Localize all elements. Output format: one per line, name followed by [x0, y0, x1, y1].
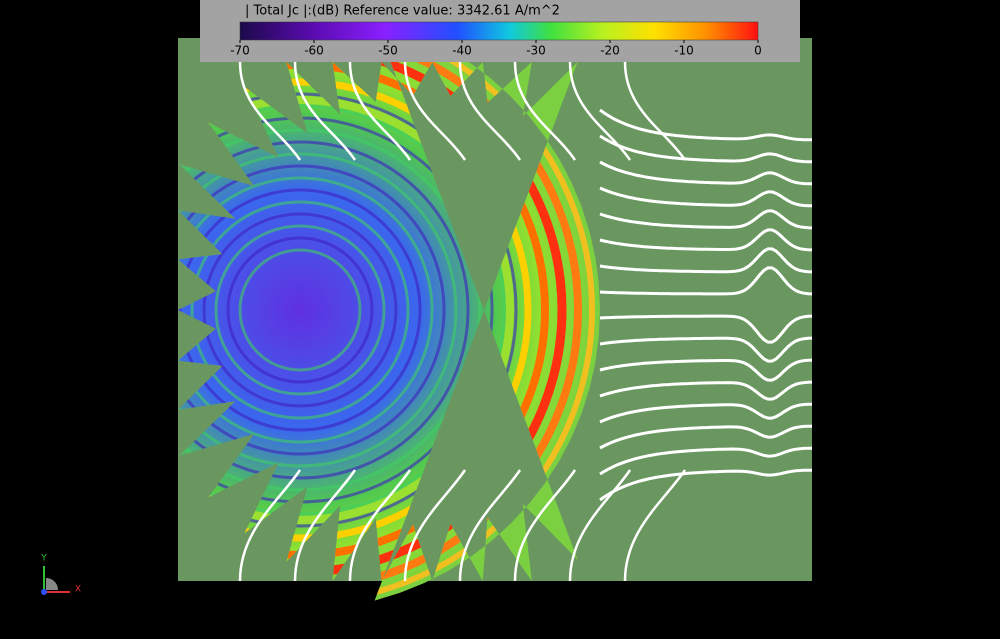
field-band	[178, 19, 595, 601]
contour-line	[513, 469, 577, 582]
contour-line	[293, 469, 357, 582]
contour-line	[599, 266, 813, 296]
contour-line	[599, 336, 813, 363]
axis-triad: Y X	[40, 554, 81, 595]
contour-line	[599, 160, 812, 186]
colorbar-tick-label: -60	[304, 44, 324, 58]
legend-title: | Total Jc |:(dB) Reference value: 3342.…	[245, 4, 560, 19]
contour-line	[403, 469, 467, 582]
contour-line	[568, 469, 632, 582]
field-ripple	[214, 224, 386, 396]
field-ripple	[178, 176, 434, 444]
field-ripple	[190, 200, 410, 420]
colorbar-tick-label: 0	[754, 44, 762, 58]
field-ripple	[178, 164, 446, 456]
contour-line	[599, 380, 813, 401]
contour-line	[599, 108, 812, 142]
contour-line	[458, 469, 522, 582]
contour-line	[568, 61, 632, 161]
contour-line	[403, 61, 467, 161]
contour-line	[623, 469, 687, 582]
contour-line	[599, 402, 813, 424]
contour-line	[238, 469, 302, 582]
colorbar	[239, 21, 759, 41]
contour-line	[599, 134, 812, 164]
contour-line	[348, 61, 412, 161]
colorbar-tick-label: -50	[378, 44, 398, 58]
field-ripple	[178, 152, 458, 468]
field-ripple	[178, 92, 518, 528]
contour-line	[599, 247, 813, 274]
colorbar-tick-label: -70	[230, 44, 250, 58]
contour-line	[599, 446, 812, 476]
field-ripple	[178, 128, 482, 492]
contour-line	[599, 186, 813, 208]
field-ripple	[238, 248, 362, 372]
axis-label-x: X	[75, 585, 81, 595]
contour-line	[458, 61, 522, 161]
contour-line	[513, 61, 577, 161]
contour-line	[599, 314, 813, 344]
field-ripple	[202, 212, 398, 408]
contour-line	[599, 209, 813, 230]
contour-line	[348, 469, 412, 582]
colorbar-tick-label: -40	[452, 44, 472, 58]
field-band	[178, 78, 532, 542]
colorbar-ticks: -70 -60 -50 -40 -30 -20 -10 0	[230, 40, 762, 58]
contour-line	[238, 61, 302, 161]
contour-line	[599, 468, 812, 502]
contour-line	[623, 61, 687, 161]
field-ripple	[226, 236, 374, 384]
field-region	[178, 19, 600, 601]
contour-line	[599, 228, 813, 252]
field-ripple	[178, 104, 506, 516]
contour-line	[293, 61, 357, 161]
field-band	[178, 96, 514, 524]
contour-line	[599, 358, 813, 382]
colorbar-tick-label: -10	[674, 44, 694, 58]
colorbar-tick-label: -20	[600, 44, 620, 58]
contour-line	[599, 424, 812, 450]
field-ripple	[178, 140, 470, 480]
axis-label-y: Y	[40, 554, 47, 564]
field-ripple	[178, 188, 422, 432]
colorbar-tick-label: -30	[526, 44, 546, 58]
